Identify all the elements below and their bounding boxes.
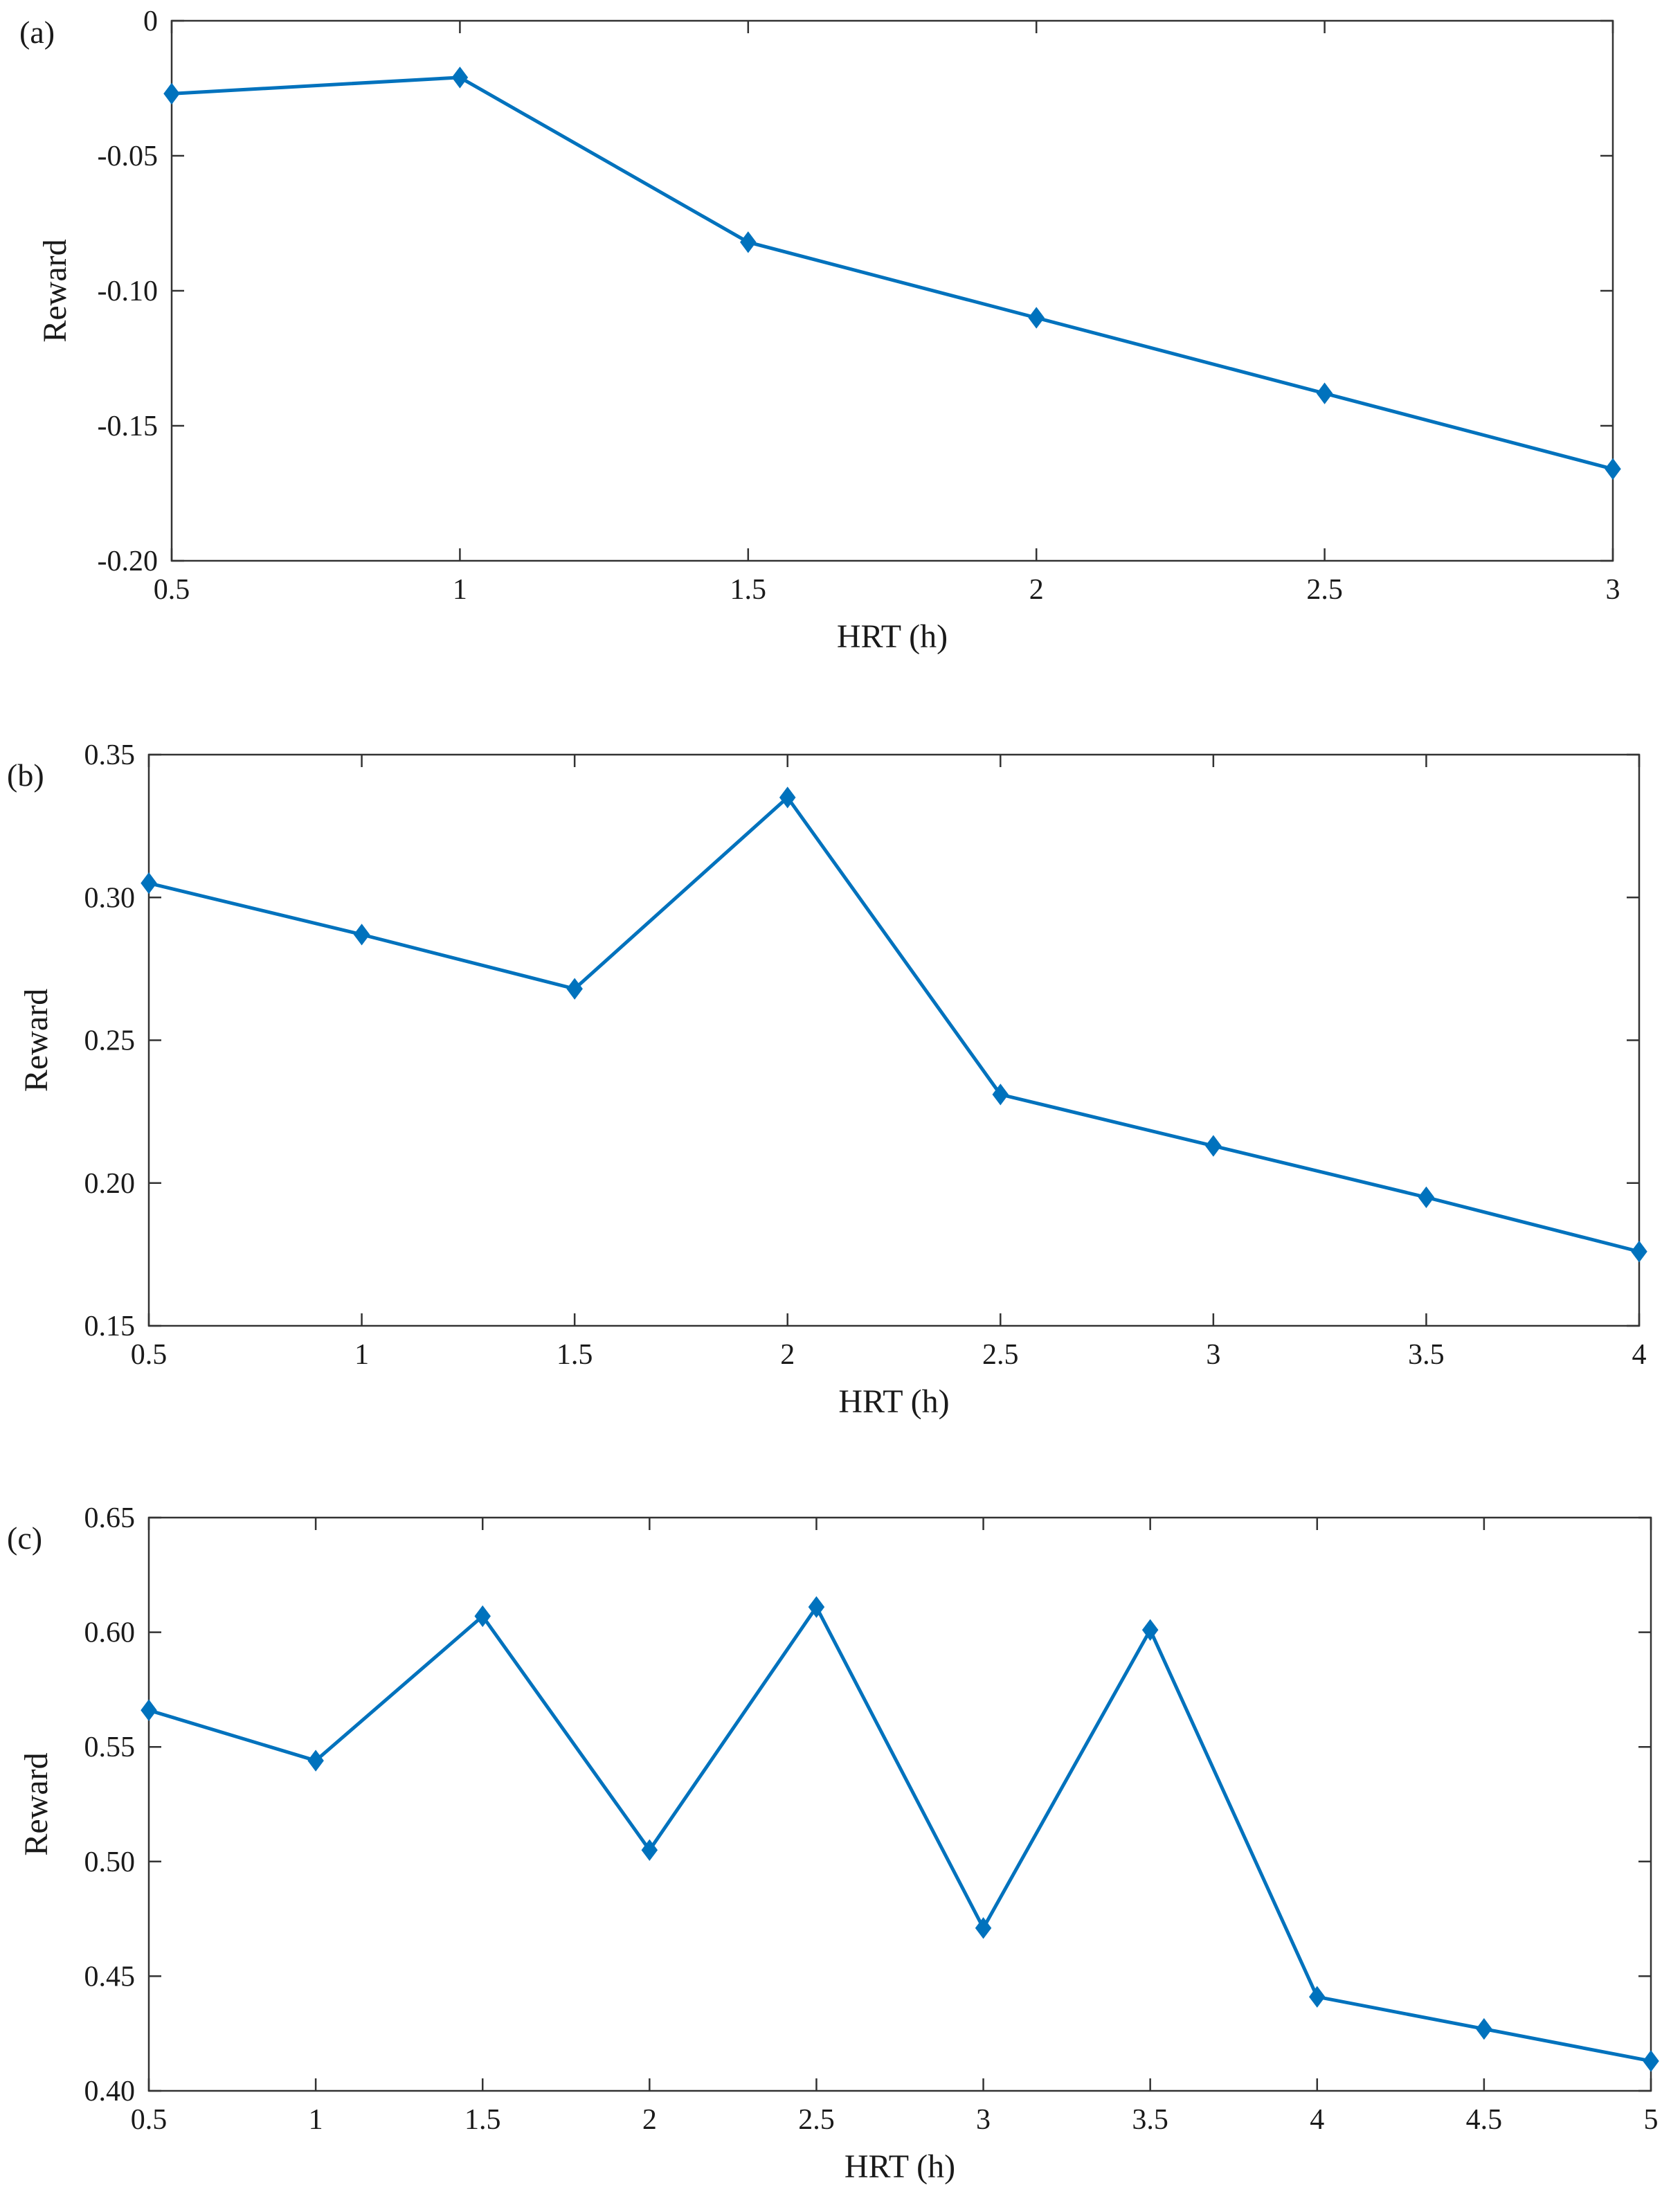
y-tick-label: 0.65	[84, 1502, 136, 1534]
chart-panel-b: 0.5 1 1.5 2 2.5 3 3.5 4 0.35 0.30 0.25 0.20 0.15 HRT …	[7, 739, 1647, 1420]
y-tick-label: -0.15	[98, 411, 159, 442]
x-tick-label: 3	[1206, 1339, 1220, 1371]
x-tick-label: 3	[1606, 574, 1620, 606]
panel-label: (c)	[7, 1520, 42, 1556]
y-tick-label: -0.05	[98, 141, 159, 172]
y-tick-label: 0.55	[84, 1732, 136, 1763]
data-point-marker	[1643, 2050, 1659, 2072]
x-tick-label: 0.5	[131, 2104, 168, 2136]
x-axis-label: HRT (h)	[844, 2148, 955, 2185]
x-axis-label: HRT (h)	[837, 618, 948, 655]
x-tick-label: 1	[309, 2104, 323, 2136]
plot-frame	[170, 19, 1614, 562]
data-point-marker	[992, 1083, 1009, 1106]
data-point-marker	[1631, 1241, 1647, 1263]
x-tick-label: 2	[780, 1339, 795, 1371]
data-point-marker	[1316, 382, 1333, 404]
data-point-marker	[1028, 307, 1045, 329]
data-point-marker	[474, 1605, 491, 1628]
x-tick-label: 2.5	[1306, 574, 1343, 606]
x-tick-label: 2	[642, 2104, 657, 2136]
y-axis-label: Reward	[18, 1752, 55, 1855]
x-tick-label: 1.5	[730, 574, 767, 606]
data-point-marker	[307, 1750, 324, 1772]
y-tick-label: 0	[143, 6, 158, 37]
data-point-marker	[141, 872, 157, 894]
panel-label: (a)	[19, 15, 55, 50]
x-tick-label: 1.5	[557, 1339, 593, 1371]
data-point-marker	[141, 1699, 157, 1721]
x-axis-label: HRT (h)	[838, 1383, 949, 1420]
data-point-marker	[566, 978, 583, 1000]
panel-label: (b)	[7, 757, 44, 793]
y-tick-label: -0.10	[98, 276, 159, 307]
data-point-marker	[353, 924, 370, 946]
x-tick-label: 4	[1632, 1339, 1647, 1371]
data-point-marker	[1141, 1619, 1159, 1641]
series-line	[171, 75, 1614, 471]
x-tick-label: 1	[354, 1339, 369, 1371]
x-tick-label: 3	[976, 2104, 991, 2136]
y-tick-label: 0.30	[84, 882, 136, 914]
y-tick-label: -0.20	[98, 546, 159, 577]
data-point-marker	[808, 1596, 825, 1618]
data-point-marker	[1205, 1135, 1222, 1157]
y-tick-label: 0.25	[84, 1025, 136, 1057]
y-axis-label: Reward	[18, 989, 55, 1092]
chart-panel-c: 0.5 1 1.5 2 2.5 3 3.5 4 4.5 5 0.65 0.60 0.55 0.50 0.45…	[7, 1502, 1659, 2185]
y-tick-label: 0.15	[84, 1311, 136, 1342]
data-point-marker	[1309, 1986, 1326, 2008]
y-tick-label: 0.40	[84, 2076, 136, 2107]
plot-frame	[147, 1516, 1652, 2092]
y-tick-label: 0.35	[84, 739, 136, 771]
data-point-marker	[451, 66, 469, 89]
data-point-marker	[975, 1917, 992, 1939]
data-point-marker	[1476, 2017, 1492, 2040]
x-tick-label: 3.5	[1408, 1339, 1445, 1371]
x-tick-label: 2.5	[798, 2104, 835, 2136]
x-tick-label: 2.5	[982, 1339, 1019, 1371]
chart-panel-a: 0.5 1 1.5 2 2.5 3 0 -0.05 -0.10 -0.15 -0.20 HRT (h)…	[19, 6, 1621, 655]
y-tick-label: 0.50	[84, 1846, 136, 1878]
x-tick-label: 4	[1310, 2104, 1324, 2136]
series-line	[148, 1605, 1652, 2063]
x-tick-label: 5	[1644, 2104, 1659, 2136]
x-tick-label: 3.5	[1132, 2104, 1168, 2136]
x-tick-label: 2	[1029, 574, 1044, 606]
series-line	[148, 795, 1640, 1254]
data-point-marker	[1605, 458, 1621, 480]
x-tick-label: 1.5	[464, 2104, 501, 2136]
data-point-marker	[740, 231, 757, 253]
x-tick-label: 1	[453, 574, 467, 606]
x-tick-label: 4.5	[1466, 2104, 1503, 2136]
y-tick-label: 0.45	[84, 1961, 136, 1993]
data-point-marker	[779, 786, 796, 809]
y-axis-label: Reward	[37, 239, 73, 342]
plot-frame	[147, 753, 1641, 1327]
x-tick-label: 0.5	[131, 1339, 168, 1371]
x-tick-label: 0.5	[154, 574, 190, 606]
data-point-marker	[163, 82, 180, 105]
y-tick-label: 0.20	[84, 1168, 136, 1200]
data-point-marker	[641, 1839, 658, 1861]
y-tick-label: 0.60	[84, 1617, 136, 1649]
data-point-marker	[1418, 1186, 1435, 1209]
